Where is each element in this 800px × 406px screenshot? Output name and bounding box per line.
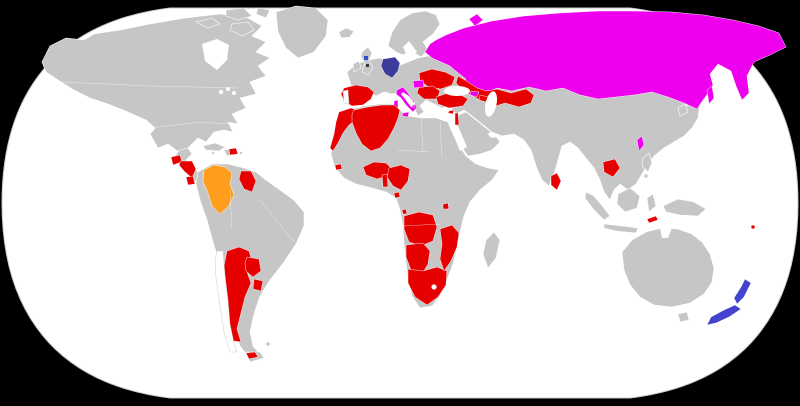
region-new-zealand-north <box>733 278 752 305</box>
region-timor-leste <box>646 215 659 224</box>
region-cabinda <box>401 208 408 215</box>
region-cambodia <box>602 158 621 178</box>
region-algeria-tunisia <box>351 104 401 152</box>
region-tierra-del-fuego-ar <box>245 351 259 360</box>
landmass-iceland <box>338 27 355 39</box>
region-south-africa <box>407 266 448 306</box>
region-spain <box>340 84 375 107</box>
landmass-sulawesi <box>646 193 657 213</box>
region-dominican-republic <box>228 147 239 156</box>
region-caucasus <box>469 90 480 98</box>
landmass-japan-south <box>677 103 689 117</box>
region-costa-rica <box>185 175 196 186</box>
scotland-blue-dot <box>364 56 368 60</box>
region-portugal <box>342 89 350 105</box>
region-kazakhstan <box>455 75 535 108</box>
region-lesotho <box>431 284 437 290</box>
region-sicily <box>401 111 410 118</box>
red-sea <box>449 119 467 151</box>
puerto-rico-dot <box>239 151 243 155</box>
landmass-great-britain <box>360 46 374 76</box>
england-dark-dot <box>366 64 369 67</box>
landmass-tasmania <box>677 311 690 323</box>
landmass-africa <box>330 103 500 309</box>
region-novaya-zemlya <box>468 13 484 27</box>
region-cyprus <box>447 109 455 115</box>
region-lebanon-israel <box>454 112 460 126</box>
arctic-island-4 <box>255 7 271 19</box>
landmass-scandinavia <box>387 10 441 58</box>
persian-gulf <box>488 132 496 138</box>
great-lake-1 <box>218 89 224 95</box>
arctic-island-1 <box>195 17 221 29</box>
border-hint-lines <box>61 81 443 245</box>
jamaica-dot <box>211 151 215 155</box>
region-paraguay <box>244 256 262 278</box>
baltic-sea <box>403 41 417 58</box>
region-burundi <box>442 202 450 210</box>
region-namibia <box>405 242 431 277</box>
black-sea <box>444 86 470 96</box>
region-sakhalin <box>706 85 715 105</box>
region-angola <box>403 211 438 247</box>
region-mozambique <box>439 224 460 272</box>
caspian-sea <box>484 91 498 117</box>
landmass-sumatra <box>584 191 611 221</box>
region-colombia <box>202 164 235 215</box>
landmass-madagascar <box>482 231 501 269</box>
region-fiji <box>750 224 756 230</box>
landmass-borneo <box>616 187 641 213</box>
landmass-new-guinea <box>662 198 707 217</box>
region-taiwan <box>636 135 645 152</box>
arctic-island-3 <box>229 21 255 37</box>
region-new-zealand-south <box>706 304 742 326</box>
region-germany <box>380 56 401 79</box>
landmass-greenland <box>275 5 329 59</box>
landmass-ireland <box>352 60 362 73</box>
falkland-islands <box>265 341 271 347</box>
landmass-australia <box>621 227 715 308</box>
gulf-of-carpentaria <box>660 228 672 238</box>
region-guinea-bissau <box>334 163 343 171</box>
region-equatorial-guinea <box>393 191 401 199</box>
region-guyana <box>238 170 257 193</box>
region-hungary <box>412 79 425 89</box>
landmass-java <box>603 223 639 234</box>
arctic-island-2 <box>225 7 253 21</box>
philippines-island-dot <box>643 173 649 179</box>
region-togo-benin <box>381 173 389 188</box>
hudson-bay <box>202 39 229 70</box>
region-nigeria <box>386 164 411 191</box>
adriatic-sea <box>401 92 415 107</box>
landmass-cuba <box>202 142 226 152</box>
landmass-philippines <box>641 152 653 173</box>
region-sri-lanka <box>550 172 562 191</box>
region-uruguay <box>252 278 264 292</box>
region-chile <box>214 250 238 353</box>
great-lake-3 <box>232 91 236 95</box>
